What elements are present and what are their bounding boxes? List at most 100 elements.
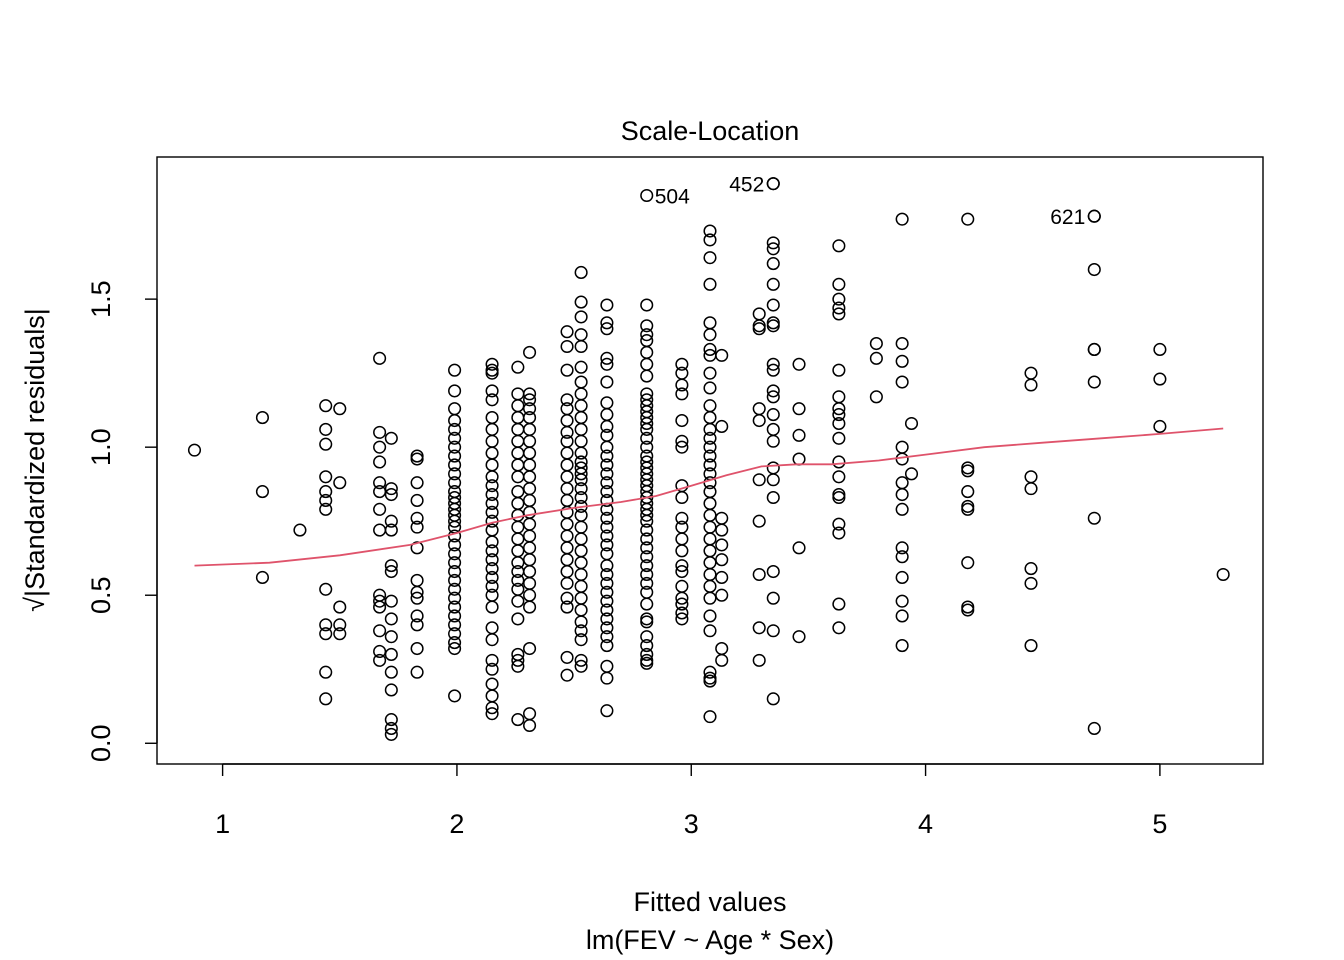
data-point [640,615,654,629]
data-point [675,612,689,626]
data-point [448,514,462,528]
data-point [766,624,780,638]
data-points [187,177,1230,741]
data-point [373,425,387,439]
data-point [600,594,614,608]
data-point [448,564,462,579]
data-point [319,665,333,679]
data-point [373,644,387,659]
data-point [600,529,614,543]
data-point [640,656,654,670]
data-point [255,570,269,585]
data-point [766,692,780,706]
data-point [792,357,806,371]
data-point [448,440,462,454]
data-point [384,612,398,626]
data-point [600,639,614,653]
chart-title: Scale-Location [621,116,800,146]
data-point [600,671,614,685]
data-point [1087,342,1101,357]
data-point [675,387,689,401]
data-point [410,511,424,525]
data-point [574,473,588,487]
data-point [485,357,499,371]
data-point [766,319,780,333]
data-point [766,473,780,487]
y-axis: 0.0 0.5 1.0 1.5 [86,280,158,762]
data-point [904,467,919,481]
data-point [600,511,614,525]
data-point [511,659,525,673]
data-point [766,298,780,312]
data-point [766,242,780,256]
data-point [523,600,537,614]
data-point [319,493,333,508]
y-axis-title: √|Standardized residuals| [20,308,50,612]
data-point [600,322,614,336]
data-point [895,639,909,653]
data-point [832,526,846,540]
data-point [895,502,909,516]
data-point [715,588,729,602]
data-point [384,713,398,727]
data-point [715,553,729,567]
data-point [448,467,462,481]
data-point [792,402,806,416]
data-point [640,416,654,431]
data-point [600,467,614,481]
data-point [895,594,909,608]
data-point [752,567,766,582]
data-point [511,713,525,727]
data-point [485,496,499,510]
data-point [766,357,780,371]
data-point [485,393,499,407]
data-point [574,624,588,638]
data-point [675,591,689,605]
data-point [600,612,614,626]
data-point [448,458,462,472]
outlier-point [640,188,654,203]
data-point [703,381,717,395]
data-point [574,482,588,496]
data-point [333,476,347,490]
data-point [485,707,499,721]
data-point [640,514,654,528]
data-point [961,502,975,516]
data-point [255,411,269,425]
data-point [523,641,537,656]
data-point [410,609,424,623]
data-point [319,485,333,499]
data-point [640,639,654,653]
data-point [766,564,780,579]
data-point [675,413,689,428]
data-point [574,295,588,309]
data-point [448,476,462,490]
data-point [511,594,525,608]
data-point [574,653,588,667]
data-point [640,541,654,555]
data-point [410,520,424,534]
data-point [766,257,780,271]
smooth-line [194,427,1224,567]
data-point [1024,482,1038,496]
data-point [675,606,689,620]
outlier-point [766,177,780,191]
data-point [1024,562,1038,576]
data-point [869,336,883,351]
data-point [792,428,806,442]
data-point [448,449,462,463]
data-point [675,440,689,454]
data-point [703,674,717,688]
data-point [523,345,537,359]
data-point [485,562,499,576]
data-point [869,351,883,365]
data-point [675,544,689,558]
data-point [448,413,462,428]
data-point [715,348,729,362]
data-point [792,541,806,555]
data-point [703,233,717,247]
data-point [703,609,717,623]
data-point [1153,419,1167,433]
x-tick-label: 5 [1152,809,1167,839]
data-point [832,363,846,377]
